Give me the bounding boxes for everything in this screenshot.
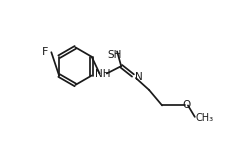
Text: CH₃: CH₃ [196, 114, 214, 123]
Text: F: F [42, 47, 48, 57]
Text: SH: SH [107, 50, 122, 60]
Text: O: O [183, 100, 191, 110]
Text: N: N [135, 72, 142, 82]
Text: NH: NH [95, 68, 111, 79]
